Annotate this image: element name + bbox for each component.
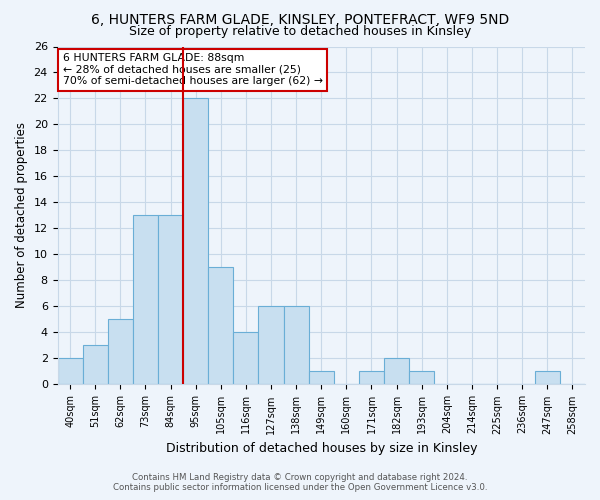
Text: 6 HUNTERS FARM GLADE: 88sqm
← 28% of detached houses are smaller (25)
70% of sem: 6 HUNTERS FARM GLADE: 88sqm ← 28% of det…: [63, 54, 323, 86]
Bar: [108, 320, 133, 384]
Bar: [384, 358, 409, 384]
Bar: [284, 306, 309, 384]
Bar: [208, 268, 233, 384]
Bar: [309, 372, 334, 384]
Text: 6, HUNTERS FARM GLADE, KINSLEY, PONTEFRACT, WF9 5ND: 6, HUNTERS FARM GLADE, KINSLEY, PONTEFRA…: [91, 12, 509, 26]
X-axis label: Distribution of detached houses by size in Kinsley: Distribution of detached houses by size …: [166, 442, 477, 455]
Y-axis label: Number of detached properties: Number of detached properties: [15, 122, 28, 308]
Bar: [133, 216, 158, 384]
Bar: [535, 372, 560, 384]
Text: Size of property relative to detached houses in Kinsley: Size of property relative to detached ho…: [129, 25, 471, 38]
Bar: [359, 372, 384, 384]
Bar: [158, 216, 183, 384]
Bar: [233, 332, 259, 384]
Bar: [183, 98, 208, 385]
Bar: [259, 306, 284, 384]
Bar: [58, 358, 83, 384]
Bar: [83, 346, 108, 385]
Text: Contains HM Land Registry data © Crown copyright and database right 2024.
Contai: Contains HM Land Registry data © Crown c…: [113, 473, 487, 492]
Bar: [409, 372, 434, 384]
